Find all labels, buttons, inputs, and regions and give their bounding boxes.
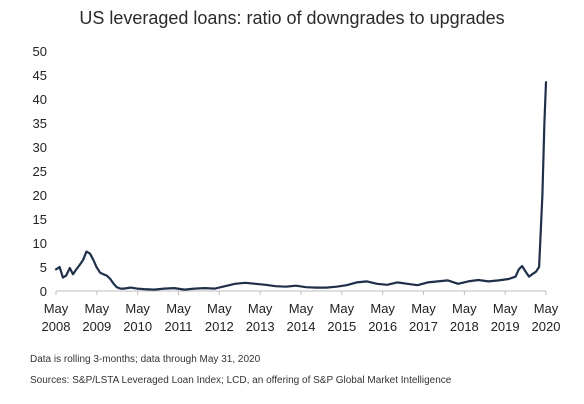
x-tick-label-month: May [493, 301, 518, 316]
x-tick-label-year: 2011 [165, 319, 193, 334]
x-tick-label-year: 2020 [532, 319, 561, 334]
y-tick-label: 15 [33, 212, 47, 227]
x-tick-label-month: May [411, 301, 436, 316]
x-tick-label-month: May [452, 301, 477, 316]
y-tick-label: 35 [33, 116, 47, 131]
x-tick-label-year: 2013 [246, 319, 275, 334]
x-tick-label-year: 2018 [450, 319, 479, 334]
x-tick-label-year: 2010 [123, 319, 152, 334]
y-tick-label: 25 [33, 164, 47, 179]
y-tick-label: 0 [40, 284, 47, 299]
x-tick-label-month: May [330, 301, 355, 316]
x-tick-label-year: 2008 [42, 319, 71, 334]
x-tick-label-year: 2009 [82, 319, 111, 334]
sources-note: Sources: S&P/LSTA Leveraged Loan Index; … [30, 375, 452, 386]
y-tick-label: 30 [33, 140, 47, 155]
x-tick-label-month: May [534, 301, 559, 316]
x-tick-label-month: May [370, 301, 395, 316]
x-tick-label-month: May [166, 301, 191, 316]
series-line [54, 81, 548, 291]
x-tick-label-year: 2016 [368, 319, 397, 334]
x-tick-label-year: 2015 [327, 319, 356, 334]
x-tick-label-month: May [289, 301, 314, 316]
x-tick-label-month: May [207, 301, 232, 316]
x-tick-label-year: 2017 [409, 319, 438, 334]
y-tick-label: 45 [33, 68, 47, 83]
x-tick-label-year: 2012 [205, 319, 234, 334]
y-tick-label: 5 [40, 260, 47, 275]
x-tick-label-month: May [85, 301, 110, 316]
y-tick-label: 20 [33, 188, 47, 203]
y-tick-label: 50 [33, 44, 47, 59]
x-tick-label-year: 2014 [287, 319, 316, 334]
y-tick-label: 10 [33, 236, 47, 251]
x-tick-label-month: May [248, 301, 273, 316]
x-tick-label-month: May [125, 301, 150, 316]
data-note: Data is rolling 3-months; data through M… [30, 354, 261, 365]
chart-title: US leveraged loans: ratio of downgrades … [79, 8, 505, 28]
x-tick-label-month: May [44, 301, 69, 316]
y-tick-label: 40 [33, 92, 47, 107]
x-tick-label-year: 2019 [491, 319, 520, 334]
